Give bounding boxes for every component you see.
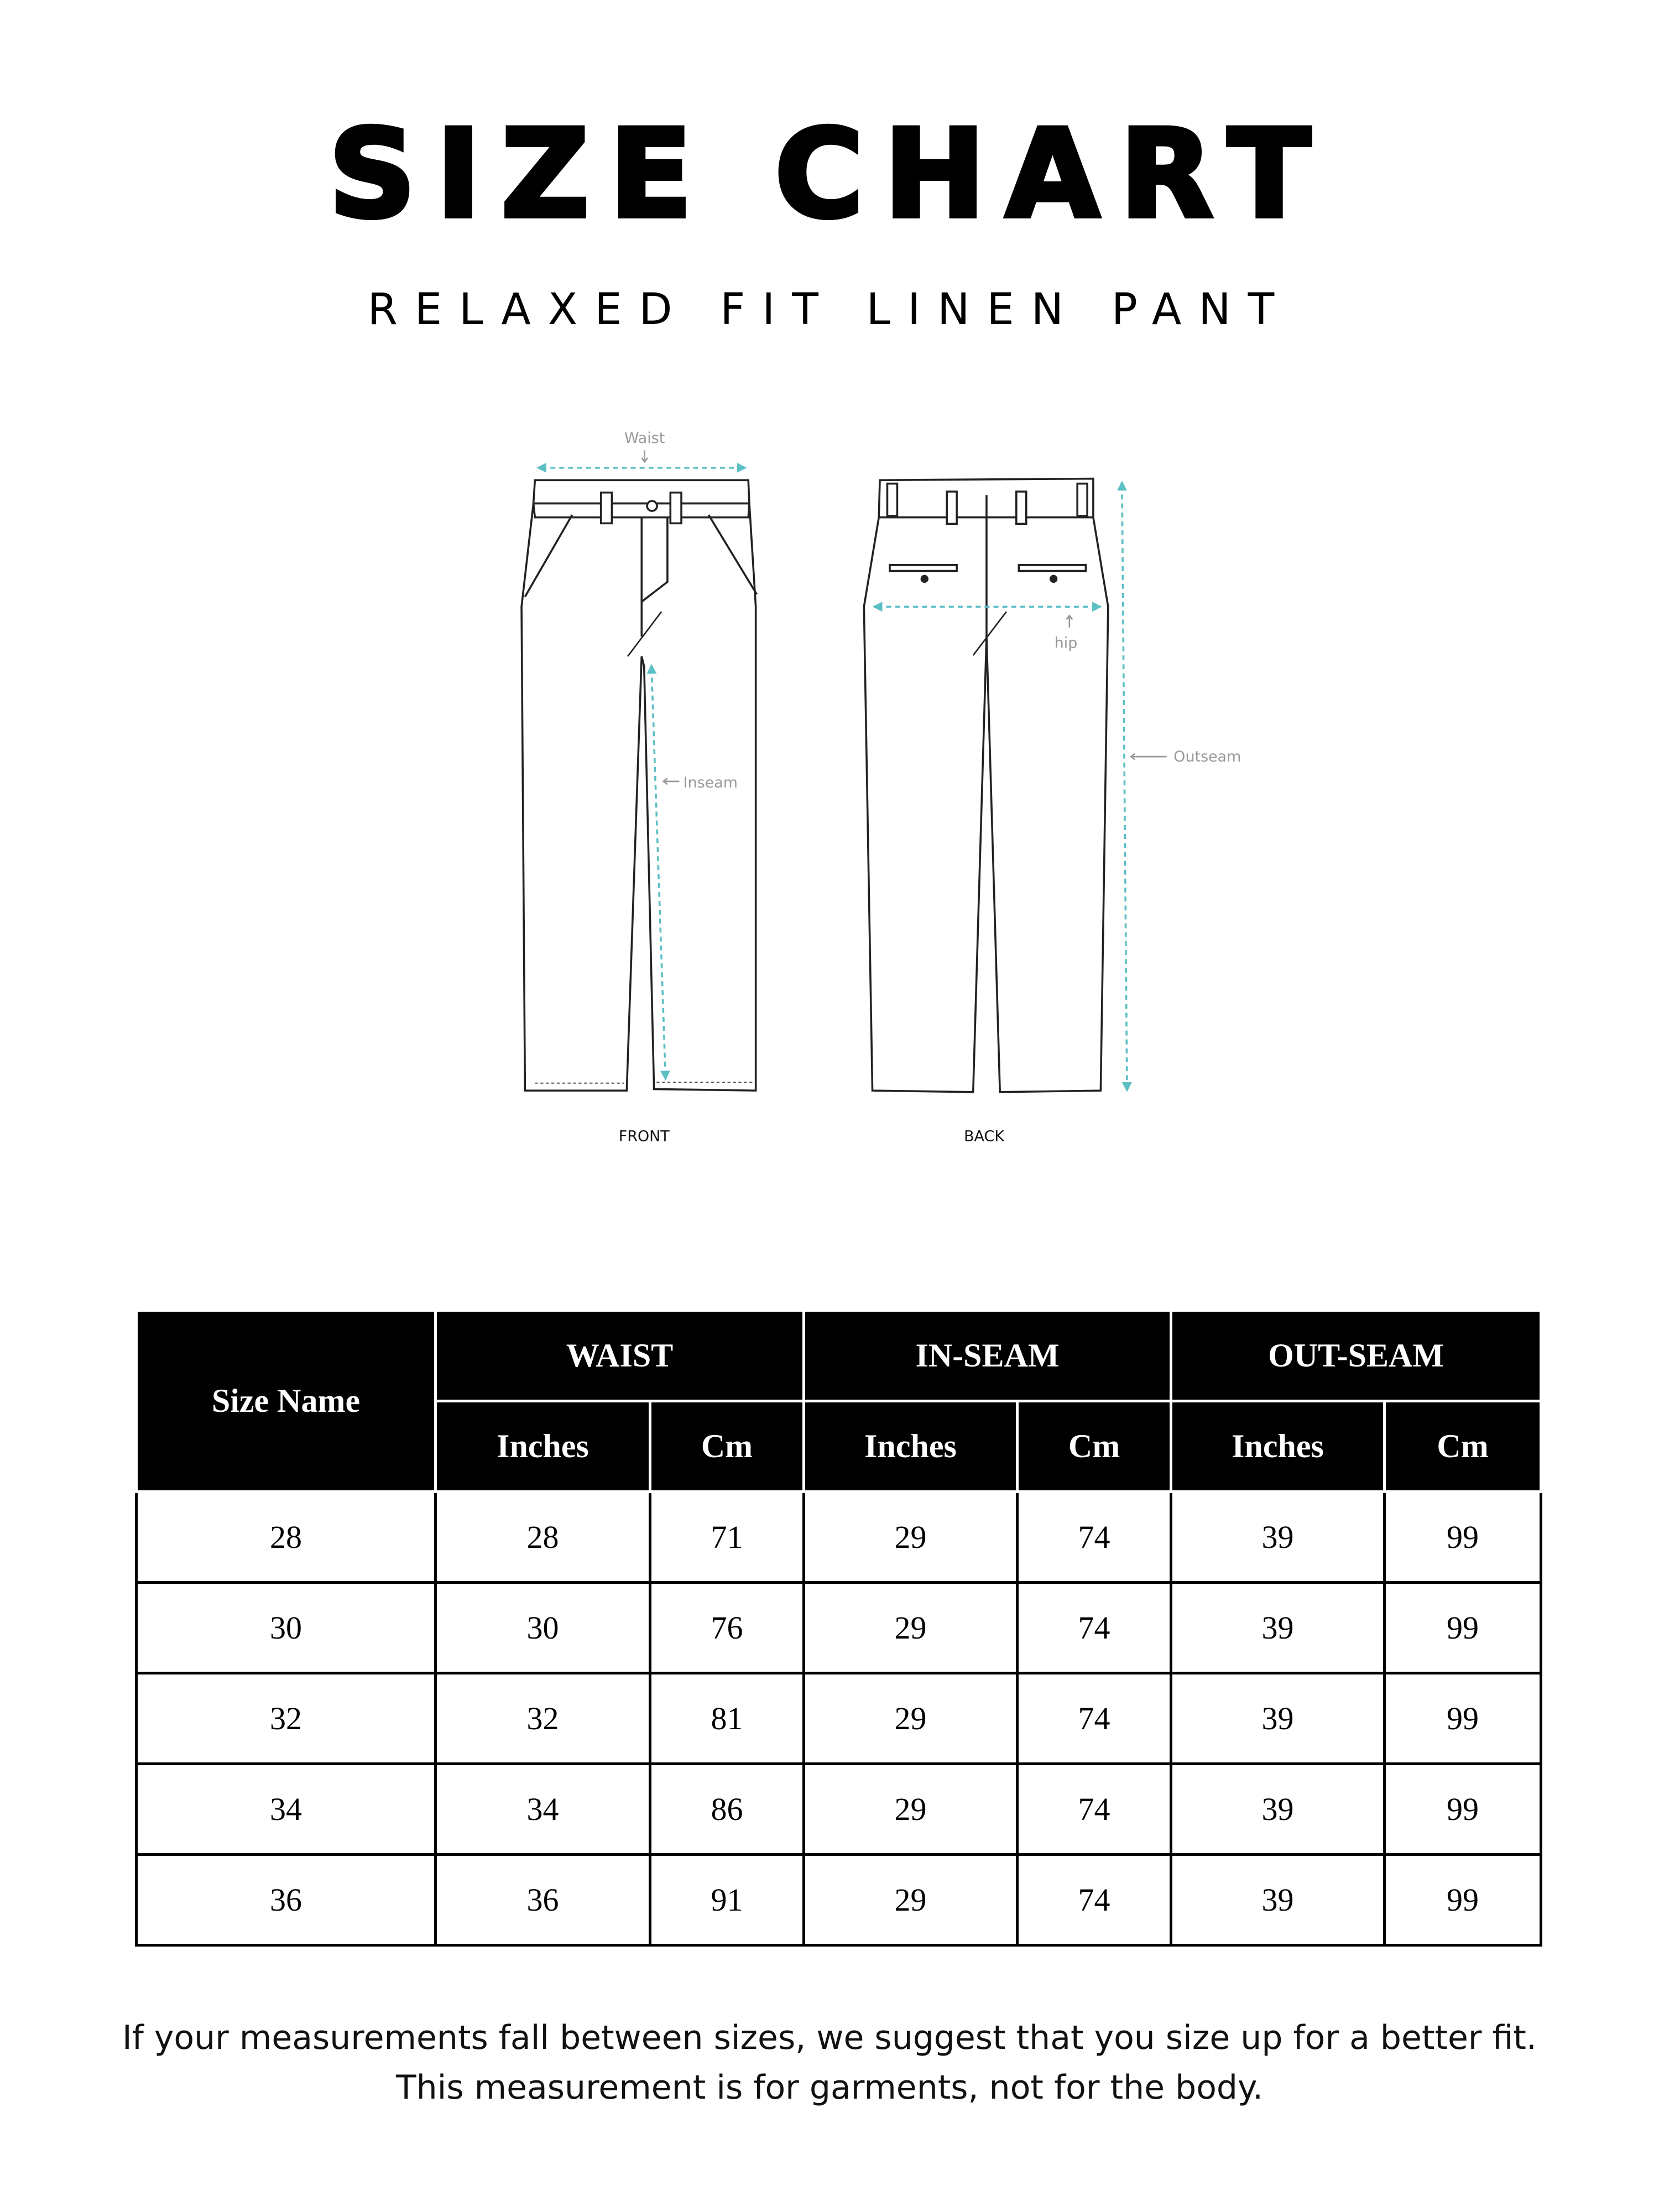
table-cell: 86 <box>648 1762 806 1856</box>
front-pants-drawing <box>520 479 758 1092</box>
table-cell: 39 <box>1170 1853 1386 1947</box>
product-subtitle: RELAXED FIT LINEN PANT <box>367 285 1292 335</box>
page-title: SIZE CHART <box>326 103 1331 246</box>
table-cell: 29 <box>802 1490 1019 1584</box>
fit-note-line-1: If your measurements fall between sizes,… <box>122 2018 1537 2057</box>
unit-header: Cm <box>648 1400 806 1493</box>
table-cell: 39 <box>1170 1672 1386 1765</box>
table-cell: 30 <box>135 1581 437 1674</box>
inseam-label: Inseam <box>684 774 738 791</box>
table-cell: 30 <box>434 1581 651 1674</box>
table-row: 34 34 86 29 74 39 99 <box>135 1762 1543 1856</box>
table-cell: 39 <box>1170 1762 1386 1856</box>
table-cell: 99 <box>1383 1762 1543 1856</box>
hip-label: hip <box>1055 635 1078 652</box>
table-row: 30 30 76 29 74 39 99 <box>135 1581 1543 1674</box>
front-label: FRONT <box>619 1128 670 1145</box>
outseam-label: Outseam <box>1173 748 1241 765</box>
table-cell: 74 <box>1016 1581 1173 1674</box>
fit-note-line-2: This measurement is for garments, not fo… <box>395 2068 1264 2107</box>
table-cell: 81 <box>648 1672 806 1765</box>
table-cell: 28 <box>135 1490 437 1584</box>
table-cell: 74 <box>1016 1672 1173 1765</box>
table-row: 28 28 71 29 74 39 99 <box>135 1490 1543 1584</box>
table-cell: 76 <box>648 1581 806 1674</box>
measurement-arrows <box>536 462 1132 1092</box>
table-cell: 34 <box>135 1762 437 1856</box>
size-table: Size Name WAIST IN-SEAM OUT-SEAM Inches … <box>135 1309 1543 1947</box>
outseam-arrow <box>1117 481 1132 1092</box>
table-row: 36 36 91 29 74 39 99 <box>135 1853 1543 1947</box>
waist-header: WAIST <box>434 1309 806 1402</box>
table-cell: 29 <box>802 1853 1019 1947</box>
table-cell: 29 <box>802 1762 1019 1856</box>
unit-header: Cm <box>1383 1400 1543 1493</box>
table-cell: 99 <box>1383 1490 1543 1584</box>
table-cell: 36 <box>135 1853 437 1947</box>
table-cell: 74 <box>1016 1762 1173 1856</box>
table-cell: 74 <box>1016 1490 1173 1584</box>
table-cell: 39 <box>1170 1581 1386 1674</box>
unit-header: Inches <box>802 1400 1019 1493</box>
table-cell: 34 <box>434 1762 651 1856</box>
table-cell: 32 <box>434 1672 651 1765</box>
table-cell: 99 <box>1383 1581 1543 1674</box>
fit-note: If your measurements fall between sizes,… <box>0 2013 1659 2112</box>
table-cell: 29 <box>802 1581 1019 1674</box>
table-row: 32 32 81 29 74 39 99 <box>135 1672 1543 1765</box>
table-cell: 29 <box>802 1672 1019 1765</box>
label-pointers <box>641 450 1167 785</box>
table-cell: 71 <box>648 1490 806 1584</box>
unit-header: Cm <box>1016 1400 1173 1493</box>
outseam-header: OUT-SEAM <box>1170 1309 1543 1402</box>
back-pants-drawing <box>863 477 1109 1093</box>
unit-header: Inches <box>1170 1400 1386 1493</box>
back-label: BACK <box>964 1128 1005 1145</box>
waist-label: Waist <box>624 430 665 447</box>
table-cell: 39 <box>1170 1490 1386 1584</box>
table-cell: 99 <box>1383 1853 1543 1947</box>
inseam-header: IN-SEAM <box>802 1309 1173 1402</box>
table-cell: 28 <box>434 1490 651 1584</box>
table-cell: 36 <box>434 1853 651 1947</box>
table-cell: 91 <box>648 1853 806 1947</box>
size-name-header: Size Name <box>135 1309 437 1493</box>
table-cell: 74 <box>1016 1853 1173 1947</box>
pants-measurement-diagram: Waist Inseam hip Outseam FRONT BACK <box>520 430 1241 1145</box>
table-cell: 99 <box>1383 1672 1543 1765</box>
table-cell: 32 <box>135 1672 437 1765</box>
unit-header: Inches <box>434 1400 651 1493</box>
